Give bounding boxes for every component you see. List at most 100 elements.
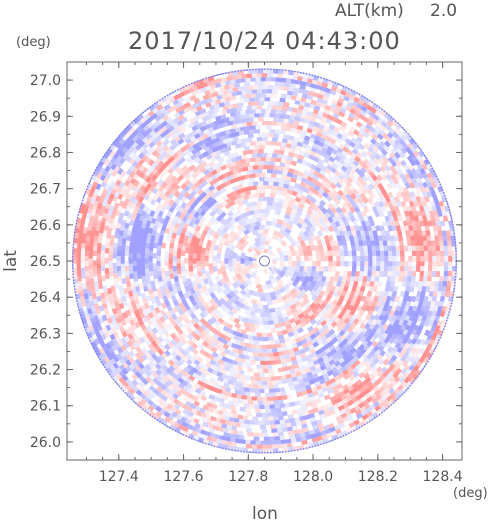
field-cell (287, 235, 294, 243)
field-cell (183, 366, 191, 374)
field-cell (265, 312, 272, 318)
field-cell (189, 244, 195, 251)
field-cell (352, 261, 357, 267)
field-cell (268, 436, 275, 442)
field-cell (272, 351, 279, 357)
field-cell (204, 250, 210, 256)
field-cell (96, 247, 102, 254)
field-cell (225, 292, 233, 300)
field-cell (386, 240, 392, 247)
field-cell (382, 200, 390, 208)
field-cell (380, 261, 385, 267)
field-cell (205, 379, 213, 386)
field-cell (324, 211, 332, 219)
field-cell (241, 121, 248, 128)
field-cell (276, 278, 284, 286)
field-cell (366, 119, 374, 127)
field-cell (272, 384, 279, 389)
field-cell (292, 169, 300, 176)
field-cell (252, 263, 258, 268)
field-cell (87, 295, 94, 302)
field-cell (157, 335, 165, 343)
field-cell (205, 270, 211, 278)
field-cell (120, 247, 126, 254)
field-cell (255, 283, 262, 290)
field-cell (296, 192, 303, 199)
field-cell (284, 370, 291, 376)
field-cell (261, 232, 268, 238)
field-cell (325, 194, 333, 202)
field-cell (252, 213, 259, 219)
field-cell (386, 120, 394, 128)
field-cell (169, 273, 175, 280)
field-cell (268, 68, 275, 74)
field-cell (132, 250, 138, 256)
field-cell (221, 194, 229, 202)
field-cell (303, 284, 310, 292)
field-cell (328, 261, 333, 267)
field-cell (224, 403, 231, 410)
field-cell (383, 266, 389, 272)
field-cell (324, 303, 331, 311)
field-cell (259, 192, 265, 198)
field-cell (193, 273, 199, 280)
field-cell (228, 230, 236, 238)
field-cell (81, 237, 87, 244)
field-cell (391, 290, 398, 298)
field-cell (290, 421, 297, 428)
field-cell (208, 263, 214, 270)
field-cell (238, 98, 246, 104)
field-cell (205, 307, 213, 314)
field-cell (180, 116, 189, 124)
field-cell (295, 95, 303, 102)
field-cell (316, 294, 323, 302)
field-cell (147, 361, 155, 369)
field-cell (145, 387, 153, 395)
field-cell (345, 299, 352, 307)
y-tick-label: 26.3 (30, 326, 61, 342)
field-cell (166, 234, 172, 242)
field-cell (124, 265, 130, 272)
field-cell (363, 245, 369, 252)
field-cell (222, 88, 230, 95)
field-cell (252, 352, 259, 357)
field-cell (312, 326, 320, 334)
field-cell (153, 313, 160, 321)
field-cell (120, 262, 125, 269)
x-axis: 127.4 127.6 127.8 128.0 128.2 128.4 (85, 62, 463, 485)
field-cell (76, 270, 82, 277)
field-cell (273, 117, 280, 122)
field-cell (430, 215, 436, 222)
field-cell (221, 394, 229, 401)
field-cell (356, 210, 363, 218)
field-cell (226, 92, 233, 98)
field-cell (295, 128, 303, 135)
field-cell (153, 278, 159, 285)
field-cell (304, 401, 312, 408)
field-cell (112, 262, 117, 269)
field-cell (100, 265, 106, 272)
field-cell (250, 331, 257, 337)
field-cell (227, 328, 235, 335)
field-cell (335, 181, 343, 189)
field-cell (220, 181, 228, 189)
field-cell (92, 244, 98, 251)
field-cell (272, 416, 279, 421)
field-cell (241, 350, 249, 356)
field-cell (229, 371, 236, 378)
field-cell (395, 225, 402, 232)
field-cell (219, 130, 227, 137)
field-cell (207, 166, 215, 173)
field-cell (197, 220, 204, 228)
field-cell (293, 87, 300, 93)
field-cell (234, 356, 241, 363)
field-cell (333, 211, 341, 219)
field-cell (97, 277, 103, 285)
field-cell (287, 106, 294, 112)
field-cell (136, 400, 144, 408)
field-cell (294, 275, 302, 283)
field-cell (170, 351, 178, 359)
field-cell (296, 234, 304, 242)
field-cell (144, 247, 150, 254)
field-cell (201, 340, 209, 348)
